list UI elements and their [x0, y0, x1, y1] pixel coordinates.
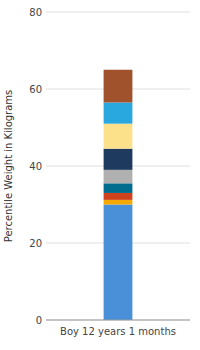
y-axis-label: Percentile Weight in Kilograms [3, 90, 14, 243]
bar-segment [104, 70, 133, 103]
x-axis-line [46, 320, 190, 321]
bar-segment [104, 193, 133, 200]
y-tick-label: 80 [29, 7, 42, 18]
bar-segment [104, 149, 133, 170]
bar-segment [104, 170, 133, 183]
bar-segment [104, 102, 133, 123]
bars [104, 70, 133, 320]
bar-segment [104, 124, 133, 149]
y-tick-label: 20 [29, 238, 42, 249]
chart: 0 20 40 60 80 Boy 12 years 1 months Percentile… [0, 0, 200, 350]
bar-segment [104, 183, 133, 193]
y-tick-label: 60 [29, 84, 42, 95]
grid-line [46, 320, 190, 321]
y-tick-label: 0 [36, 315, 42, 326]
y-tick-label: 40 [29, 161, 42, 172]
bar-segment [104, 205, 133, 321]
x-tick-label: Boy 12 years 1 months [60, 326, 176, 337]
bar-segment [104, 200, 133, 205]
grid-line [46, 12, 190, 13]
